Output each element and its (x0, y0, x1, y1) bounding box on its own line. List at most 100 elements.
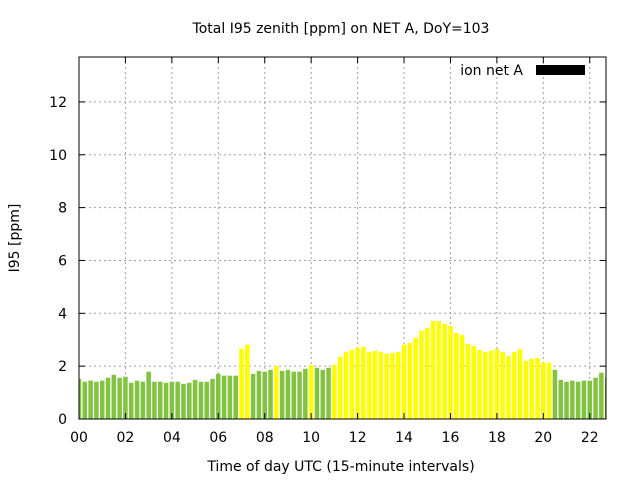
bar (401, 344, 407, 419)
grid (79, 57, 606, 419)
bar (94, 381, 99, 419)
bar (517, 348, 523, 419)
bar (227, 375, 233, 419)
bar (239, 348, 244, 419)
bar (575, 381, 581, 419)
x-axis-label: Time of day UTC (15-minute intervals) (206, 459, 474, 475)
bar (552, 369, 558, 419)
x-tick-label: 18 (488, 430, 506, 446)
bar (355, 347, 360, 419)
bar (187, 382, 192, 419)
bar (279, 370, 285, 419)
bar (535, 357, 540, 419)
bar (314, 367, 320, 419)
bar (459, 334, 465, 419)
x-tick-label: 06 (209, 430, 227, 446)
bar (390, 352, 395, 419)
bar (477, 349, 482, 419)
y-tick-label: 6 (58, 253, 67, 269)
x-tick-label: 20 (534, 430, 552, 446)
bar (372, 350, 378, 419)
bar (105, 377, 111, 419)
bar (564, 381, 569, 419)
x-tick-label: 12 (349, 430, 367, 446)
bar (343, 351, 349, 419)
legend-label: ion net A (460, 63, 523, 79)
bar (448, 325, 453, 419)
x-tick-label: 00 (70, 430, 88, 446)
bar (407, 342, 413, 419)
bar (581, 380, 587, 419)
bar (303, 368, 308, 419)
y-tick-label: 8 (58, 201, 67, 217)
bar (546, 362, 552, 419)
bar (442, 323, 447, 419)
bar (500, 351, 505, 419)
bar (245, 344, 250, 419)
bar (285, 369, 291, 419)
bar (378, 351, 384, 419)
bar (274, 365, 279, 419)
bar (117, 377, 122, 419)
bar (320, 369, 326, 419)
bar (361, 346, 366, 419)
bar (134, 380, 140, 419)
chart-title: Total I95 zenith [ppm] on NET A, DoY=103 (192, 21, 490, 37)
bar (326, 367, 331, 419)
bar (541, 362, 546, 419)
x-tick-label: 08 (256, 430, 274, 446)
bar (453, 332, 459, 419)
bar (123, 376, 128, 419)
bar (523, 360, 529, 419)
x-tick-label: 04 (163, 430, 181, 446)
bar (268, 369, 273, 419)
y-tick-label: 2 (58, 359, 67, 375)
y-tick-label: 12 (49, 95, 67, 111)
bar (465, 343, 471, 419)
bar (163, 382, 169, 419)
bar (308, 364, 314, 419)
bar (198, 381, 204, 419)
bar (604, 377, 606, 419)
bar (413, 337, 418, 419)
bar (558, 379, 563, 419)
bar (146, 371, 151, 419)
bar (140, 381, 146, 419)
bar (128, 382, 134, 419)
bar (395, 351, 401, 419)
x-tick-label: 02 (117, 430, 135, 446)
bar (384, 353, 389, 419)
bar (494, 348, 500, 419)
bar (157, 381, 163, 419)
bar (424, 327, 430, 419)
bar (111, 374, 117, 419)
bar (419, 331, 424, 419)
bar (262, 371, 267, 419)
bar (471, 345, 476, 419)
bar (82, 381, 88, 419)
y-tick-label: 0 (58, 412, 67, 428)
bar (529, 358, 534, 419)
bar (366, 351, 372, 419)
bar (488, 350, 494, 419)
x-tick-label: 16 (442, 430, 460, 446)
y-tick-label: 4 (58, 306, 67, 322)
bar (175, 381, 180, 419)
x-tick-label: 14 (395, 430, 413, 446)
bar (216, 373, 221, 419)
bar (210, 378, 215, 419)
bar (152, 381, 157, 419)
bar (221, 375, 227, 419)
bar (430, 320, 436, 419)
bar (256, 370, 262, 419)
bar (483, 351, 488, 419)
bar (88, 380, 93, 419)
bar (349, 349, 355, 419)
bar (570, 380, 575, 419)
bar (337, 356, 343, 419)
bar (181, 383, 186, 419)
bar (204, 381, 209, 419)
bar (506, 355, 511, 419)
plot-frame (78, 56, 607, 420)
